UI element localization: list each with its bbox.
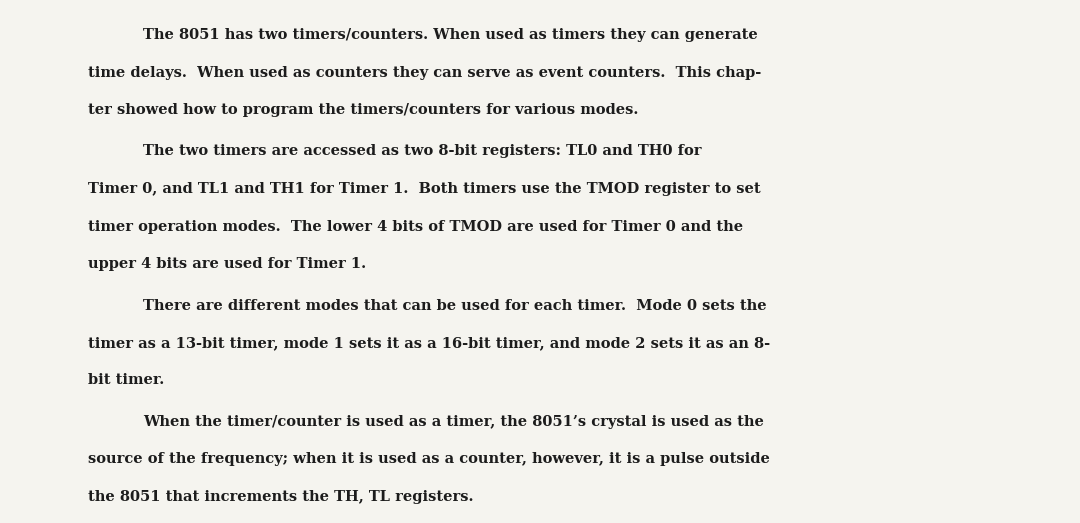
Text: time delays.  When used as counters they can serve as event counters.  This chap: time delays. When used as counters they … <box>87 65 761 79</box>
Text: bit timer.: bit timer. <box>87 373 164 388</box>
Text: When the timer/counter is used as a timer, the 8051’s crystal is used as the: When the timer/counter is used as a time… <box>143 415 764 429</box>
Text: The 8051 has two timers/counters. When used as timers they can generate: The 8051 has two timers/counters. When u… <box>143 28 758 42</box>
Text: timer as a 13-bit timer, mode 1 sets it as a 16-bit timer, and mode 2 sets it as: timer as a 13-bit timer, mode 1 sets it … <box>87 336 770 350</box>
Text: ter showed how to program the timers/counters for various modes.: ter showed how to program the timers/cou… <box>87 103 638 117</box>
Text: There are different modes that can be used for each timer.  Mode 0 sets the: There are different modes that can be us… <box>143 299 767 313</box>
Text: upper 4 bits are used for Timer 1.: upper 4 bits are used for Timer 1. <box>87 257 366 271</box>
Text: The two timers are accessed as two 8-bit registers: TL0 and TH0 for: The two timers are accessed as two 8-bit… <box>143 144 702 158</box>
Text: the 8051 that increments the TH, TL registers.: the 8051 that increments the TH, TL regi… <box>87 490 473 504</box>
Text: source of the frequency; when it is used as a counter, however, it is a pulse ou: source of the frequency; when it is used… <box>87 452 770 467</box>
Text: timer operation modes.  The lower 4 bits of TMOD are used for Timer 0 and the: timer operation modes. The lower 4 bits … <box>87 220 743 233</box>
Text: Timer 0, and TL1 and TH1 for Timer 1.  Both timers use the TMOD register to set: Timer 0, and TL1 and TH1 for Timer 1. Bo… <box>87 182 760 196</box>
